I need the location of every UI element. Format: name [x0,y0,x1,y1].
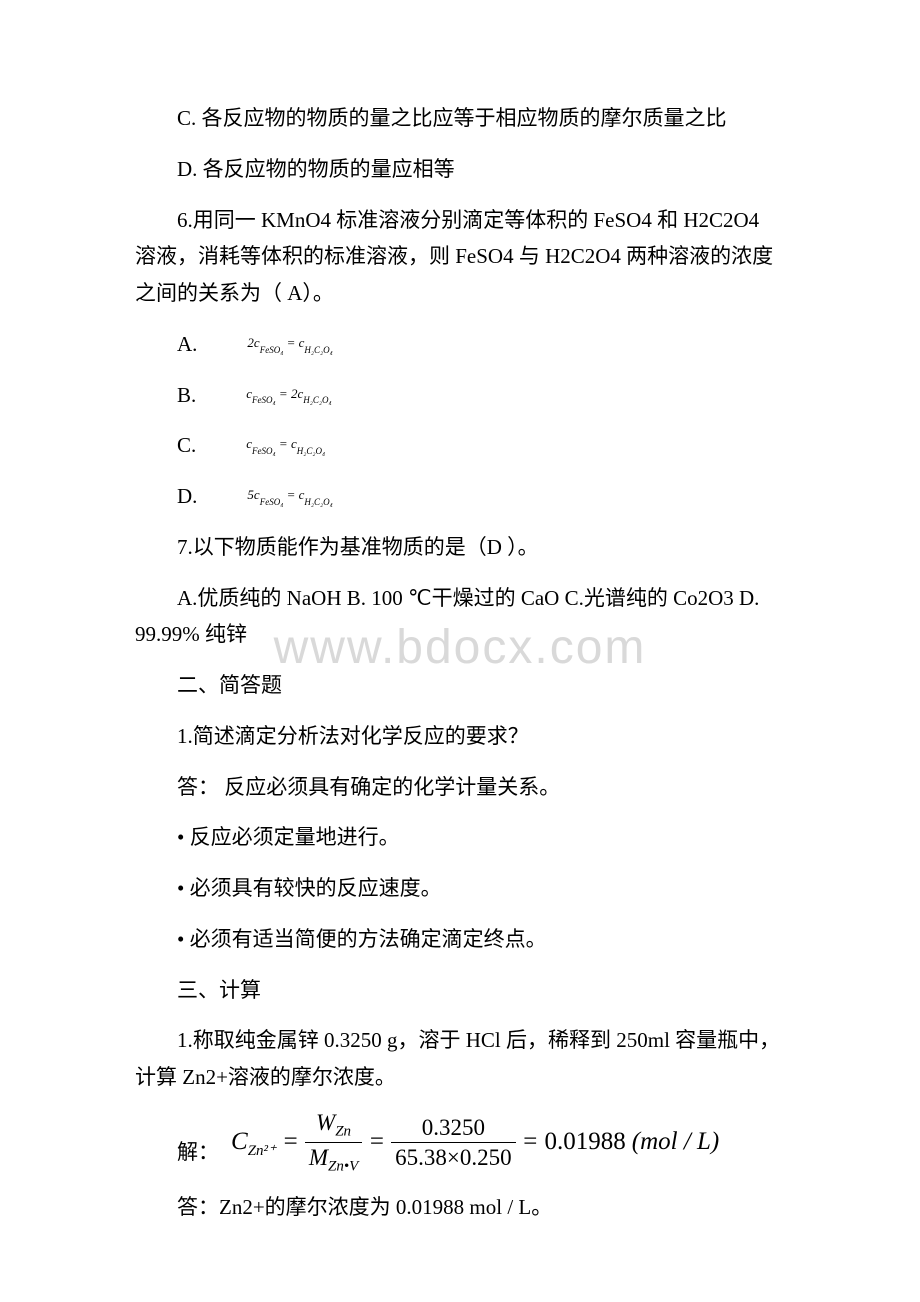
solution-line: 解： CZn²⁺ = WZn MZn•V = 0.3250 65.38×0.25… [135,1110,785,1175]
q6d-label: D. [135,478,197,515]
bullet-3: • 必须有适当简便的方法确定滴定终点。 [135,921,785,958]
eq: = [279,386,291,401]
den2a: 65.38 [395,1145,447,1170]
s3-q1: 1.称取纯金属锌 0.3250 g，溶于 HCl 后，稀释到 250ml 容量瓶… [135,1022,785,1096]
sub: H₂C₂O₄ [297,446,325,456]
frac-1: WZn MZn•V [305,1110,362,1175]
section-2-heading: 二、简答题 [135,667,785,704]
sub-zn2: Zn²⁺ [248,1143,276,1159]
num2: 0.3250 [418,1115,489,1142]
q6a-formula: 2cFeSO₄ = cH₂C₂O₄ [205,332,332,356]
eq3: = [522,1120,539,1164]
eq1: = [282,1120,299,1164]
bullet-2: • 必须具有较快的反应速度。 [135,870,785,907]
q7-text: 7.以下物质能作为基准物质的是（D ）。 [135,529,785,566]
q6c-formula: cFeSO₄ = cH₂C₂O₄ [204,433,325,457]
var-W: W [316,1110,335,1135]
sub: FeSO₄ [260,345,284,355]
result-unit: (mol / L) [632,1120,720,1164]
frac-2: 0.3250 65.38×0.250 [391,1115,515,1171]
q6-option-d: D. 5cFeSO₄ = cH₂C₂O₄ [135,478,785,515]
var: c [254,335,260,350]
var-M: M [309,1145,328,1170]
q6c-label: C. [135,427,196,464]
q6-option-a: A. 2cFeSO₄ = cH₂C₂O₄ [135,326,785,363]
sub: H₂C₂O₄ [304,345,332,355]
solution-label: 解： [135,1134,219,1175]
q6d-formula: 5cFeSO₄ = cH₂C₂O₄ [205,484,332,508]
bullet-1: • 反应必须定量地进行。 [135,819,785,856]
sub: H₂C₂O₄ [303,395,331,405]
section-3-heading: 三、计算 [135,972,785,1009]
var: c [254,487,260,502]
s2-q1: 1.简述滴定分析法对化学反应的要求？ [135,718,785,755]
sub: FeSO₄ [252,395,276,405]
var-C: C [231,1128,248,1155]
eq2: = [368,1120,385,1164]
eq: = [279,436,291,451]
q6b-formula: cFeSO₄ = 2cH₂C₂O₄ [204,383,331,407]
s2-q1-answer: 答： 反应必须具有确定的化学计量关系。 [135,769,785,806]
den2b: 0.250 [460,1145,512,1170]
big-formula: CZn²⁺ = WZn MZn•V = 0.3250 65.38×0.250 =… [231,1110,719,1175]
sub: FeSO₄ [252,446,276,456]
q5-option-c: C. 各反应物的物质的量之比应等于相应物质的摩尔质量之比 [135,100,785,137]
q6-text: 6.用同一 KMnO4 标准溶液分别滴定等体积的 FeSO4 和 H2C2O4 … [135,202,785,312]
sub-W: Zn [335,1123,351,1139]
q6a-label: A. [135,326,197,363]
q6b-label: B. [135,377,196,414]
eq: = [287,487,299,502]
sub: FeSO₄ [260,497,284,507]
q7-options: A.优质纯的 NaOH B. 100 ℃干燥过的 CaO C.光谱纯的 Co2O… [135,580,785,654]
sub-M: Zn•V [328,1158,358,1174]
q5-option-d: D. 各反应物的物质的量应相等 [135,151,785,188]
times: × [447,1145,460,1170]
eq: = [287,335,299,350]
document-body: C. 各反应物的物质的量之比应等于相应物质的摩尔质量之比 D. 各反应物的物质的… [135,100,785,1226]
sub: H₂C₂O₄ [304,497,332,507]
q6-option-c: C. cFeSO₄ = cH₂C₂O₄ [135,427,785,464]
final-answer: 答：Zn2+的摩尔浓度为 0.01988 mol / L。 [135,1189,785,1226]
result-val: 0.01988 [545,1120,626,1164]
q6-option-b: B. cFeSO₄ = 2cH₂C₂O₄ [135,377,785,414]
var: c [291,436,297,451]
